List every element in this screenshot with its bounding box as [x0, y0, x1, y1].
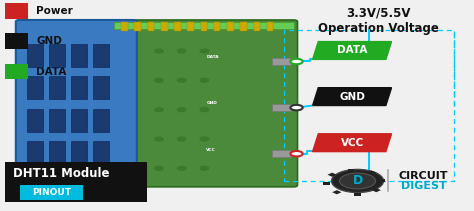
Bar [49, 44, 65, 67]
Bar [347, 169, 354, 172]
Circle shape [200, 137, 209, 141]
Circle shape [291, 59, 303, 64]
Text: DATA: DATA [337, 46, 367, 55]
Circle shape [331, 169, 383, 192]
Text: DHT11 Module: DHT11 Module [12, 167, 109, 180]
Bar [284, 30, 455, 181]
Bar [27, 44, 43, 67]
Bar [27, 76, 43, 99]
Bar [49, 141, 65, 164]
Bar [240, 22, 247, 31]
Circle shape [177, 49, 186, 53]
Bar [19, 185, 83, 200]
Text: VCC: VCC [340, 138, 364, 148]
Circle shape [177, 108, 186, 112]
Polygon shape [313, 88, 392, 106]
Text: CIRCUIT: CIRCUIT [399, 171, 448, 181]
Bar [93, 44, 109, 67]
Bar [201, 22, 207, 31]
Bar [49, 76, 65, 99]
Bar [174, 22, 181, 31]
Circle shape [291, 151, 303, 156]
Bar [5, 162, 147, 202]
Text: DATA: DATA [206, 55, 219, 59]
Bar [273, 58, 292, 65]
Bar [93, 76, 109, 99]
Bar [114, 22, 294, 29]
Circle shape [177, 137, 186, 141]
Text: GND: GND [206, 101, 217, 106]
Circle shape [155, 78, 163, 82]
Bar [273, 150, 292, 157]
Text: DIGEST: DIGEST [401, 181, 447, 191]
Bar [379, 180, 385, 183]
Bar [71, 141, 87, 164]
Bar [5, 3, 28, 19]
Circle shape [155, 49, 163, 53]
Bar [27, 141, 43, 164]
Circle shape [177, 166, 186, 170]
Bar [254, 22, 260, 31]
Text: GND: GND [36, 36, 62, 46]
Bar [148, 22, 155, 31]
Bar [93, 109, 109, 132]
Bar [267, 22, 273, 31]
Bar [121, 22, 128, 31]
Text: Power: Power [36, 6, 73, 16]
Bar [93, 141, 109, 164]
Bar [332, 190, 341, 194]
Circle shape [291, 105, 303, 110]
Bar [214, 22, 220, 31]
Bar [27, 109, 43, 132]
Text: 3.3V/5.5V
Operation Voltage: 3.3V/5.5V Operation Voltage [319, 7, 439, 35]
Text: PINOUT: PINOUT [32, 188, 71, 197]
Bar [354, 193, 361, 196]
Circle shape [177, 78, 186, 82]
Text: GND: GND [339, 92, 365, 101]
Bar [54, 179, 65, 190]
Bar [71, 76, 87, 99]
Bar [5, 64, 28, 79]
Bar [323, 183, 329, 185]
Bar [49, 109, 65, 132]
Bar [227, 22, 234, 31]
Bar [187, 22, 194, 31]
Circle shape [155, 166, 163, 170]
Circle shape [200, 166, 209, 170]
Polygon shape [313, 42, 392, 59]
Circle shape [155, 108, 163, 112]
Text: D: D [352, 174, 363, 187]
Circle shape [200, 108, 209, 112]
Bar [98, 179, 110, 190]
Bar [367, 170, 376, 175]
Polygon shape [313, 134, 392, 152]
Bar [5, 33, 28, 49]
FancyBboxPatch shape [110, 20, 298, 187]
Circle shape [200, 78, 209, 82]
Bar [372, 188, 381, 192]
Bar [71, 109, 87, 132]
Bar [161, 22, 167, 31]
Bar [328, 173, 337, 177]
Circle shape [155, 137, 163, 141]
Circle shape [200, 49, 209, 53]
Bar [135, 22, 141, 31]
FancyBboxPatch shape [16, 20, 137, 191]
Bar [31, 179, 43, 190]
Bar [273, 104, 292, 111]
Text: VCC: VCC [206, 147, 216, 151]
Bar [71, 44, 87, 67]
Bar [76, 179, 88, 190]
Circle shape [339, 173, 375, 189]
Text: DATA: DATA [36, 66, 66, 77]
